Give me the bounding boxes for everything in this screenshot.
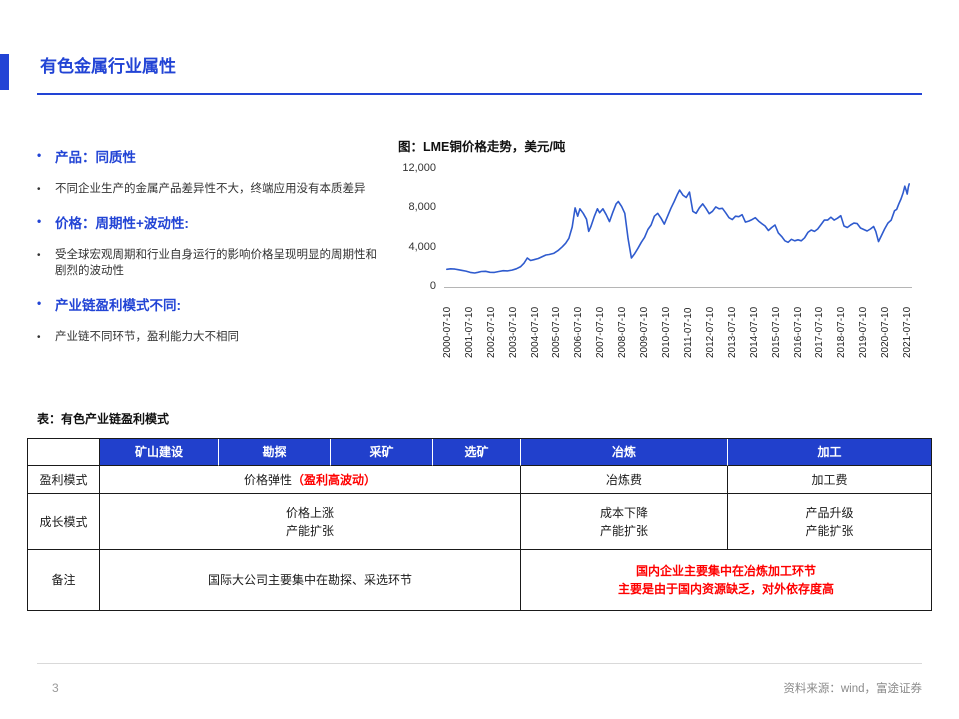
bullet-text: 价格：周期性+波动性:	[55, 215, 189, 231]
col-header-processing: 加工	[728, 439, 931, 466]
y-tick-label: 4,000	[408, 240, 436, 253]
profit-upstream-red-text: （盈利高波动）	[292, 472, 377, 487]
price-line-series	[445, 183, 911, 274]
bullet-item-body: • 受全球宏观周期和行业自身运行的影响价格呈现明显的周期性和剧烈的波动性	[37, 247, 387, 280]
row-label-note: 备注	[28, 550, 100, 610]
bullet-marker-icon: •	[37, 332, 41, 344]
profit-model-table: 矿山建设 勘探 采矿 选矿 冶炼 加工 盈利模式 价格弹性（盈利高波动） 冶炼费…	[27, 438, 932, 611]
y-tick-label: 0	[429, 280, 436, 292]
bullet-item-heading: • 产业链盈利模式不同:	[37, 294, 387, 314]
x-tick-label: 2011-07-10	[682, 307, 694, 358]
x-tick-label: 2012-07-10	[704, 306, 716, 358]
page-number: 3	[52, 681, 59, 695]
x-tick-label: 2019-07-10	[858, 306, 870, 358]
x-tick-label: 2013-07-10	[726, 306, 738, 358]
growth-upstream-line1: 价格上涨	[285, 505, 334, 520]
col-header-exploration: 勘探	[219, 439, 331, 466]
price-chart: 图：LME铜价格走势，美元/吨 0 4,000 8,000 12,000 2000-0…	[398, 136, 926, 372]
x-tick-label: 2009-07-10	[639, 306, 651, 358]
plot-area	[444, 169, 912, 288]
bullet-text: 不同企业生产的金属产品差异性不大，终端应用没有本质差异	[55, 183, 366, 195]
x-tick-label: 2020-07-10	[880, 306, 892, 358]
x-tick-label: 2017-07-10	[814, 306, 826, 358]
bullet-list: • 产品：同质性 • 不同企业生产的金属产品差异性不大，终端应用没有本质差异 • 价格：周…	[37, 138, 387, 360]
bullet-marker-icon: •	[37, 184, 41, 195]
x-tick-label: 2010-07-10	[661, 306, 673, 358]
col-header-beneficiation: 选矿	[433, 439, 521, 466]
y-tick-label: 8,000	[408, 201, 436, 214]
note-downstream-cell: 国内企业主要集中在冶炼加工环节 主要是由于国内资源缺乏，对外依存度高	[521, 550, 931, 610]
growth-upstream-cell: 价格上涨 产能扩张	[100, 494, 521, 550]
bullet-item-heading: • 产品：同质性	[37, 146, 387, 166]
x-tick-label: 2021-07-10	[902, 306, 914, 358]
note-downstream-line1: 国内企业主要集中在冶炼加工环节	[635, 564, 816, 578]
bullet-text: 产业链不同环节，盈利能力大不相同	[55, 331, 239, 344]
x-tick-label: 2015-07-10	[770, 306, 782, 358]
y-axis-labels: 0 4,000 8,000 12,000	[398, 162, 444, 292]
bullet-marker-icon: •	[37, 296, 42, 311]
chart-title: 图：LME铜价格走势，美元/吨	[398, 140, 566, 154]
bullet-text: 产品：同质性	[55, 150, 136, 165]
source-note: 资料来源：wind，富途证券	[783, 683, 922, 695]
bullet-marker-icon: •	[37, 249, 41, 261]
growth-smelting-cell: 成本下降 产能扩张	[521, 494, 728, 550]
line-chart-svg	[445, 183, 911, 274]
profit-upstream-text: 价格弹性	[243, 472, 292, 487]
growth-processing-line1: 产品升级	[805, 505, 854, 520]
x-tick-label: 2016-07-10	[792, 306, 804, 358]
growth-smelting-line1: 成本下降	[599, 505, 648, 520]
footer-divider	[37, 663, 922, 664]
plot-wrap: 2000-07-10 2001-07-10 2002-07-10 2003-07-10…	[441, 169, 914, 372]
table-caption: 表：有色产业链盈利模式	[37, 412, 170, 426]
x-tick-label: 2004-07-10	[529, 306, 541, 358]
x-tick-label: 2003-07-10	[507, 306, 519, 358]
bullet-item-heading: • 价格：周期性+波动性:	[37, 212, 387, 232]
profit-processing-cell: 加工费	[728, 466, 931, 494]
note-upstream-cell: 国际大公司主要集中在勘探、采选环节	[100, 550, 521, 610]
page-title: 有色金属行业属性	[40, 57, 176, 76]
chart-body: 0 4,000 8,000 12,000 2000-07-10 2001-07-10 20…	[398, 162, 926, 372]
profit-upstream-cell: 价格弹性（盈利高波动）	[100, 466, 521, 494]
note-downstream-line2: 主要是由于国内资源缺乏，对外依存度高	[617, 582, 834, 596]
x-tick-label: 2001-07-10	[463, 306, 475, 358]
row-label-profit-model: 盈利模式	[28, 466, 100, 494]
growth-processing-cell: 产品升级 产能扩张	[728, 494, 931, 550]
growth-processing-line2: 产能扩张	[805, 523, 854, 538]
table-row-growth-model: 成长模式 价格上涨 产能扩张 成本下降 产能扩张 产品升级 产能扩张	[28, 494, 931, 550]
profit-smelting-cell: 冶炼费	[521, 466, 728, 494]
row-label-growth-model: 成长模式	[28, 494, 100, 550]
x-tick-label: 2005-07-10	[551, 306, 563, 358]
growth-smelting-line2: 产能扩张	[599, 523, 648, 538]
col-header-mining: 采矿	[331, 439, 433, 466]
table-row-profit-model: 盈利模式 价格弹性（盈利高波动） 冶炼费 加工费	[28, 466, 931, 494]
x-tick-label: 2014-07-10	[748, 306, 760, 358]
col-header-mine-construction: 矿山建设	[100, 439, 219, 466]
title-accent-bar	[0, 54, 9, 90]
bullet-text: 受全球宏观周期和行业自身运行的影响价格呈现明显的周期性和剧烈的波动性	[55, 248, 377, 278]
x-tick-label: 2007-07-10	[595, 306, 607, 358]
col-header-smelting: 冶炼	[521, 439, 728, 466]
bullet-item-body: • 产业链不同环节，盈利能力大不相同	[37, 329, 387, 346]
bullet-marker-icon: •	[37, 148, 42, 162]
x-tick-label: 2002-07-10	[485, 306, 497, 358]
bullet-item-body: • 不同企业生产的金属产品差异性不大，终端应用没有本质差异	[37, 181, 387, 198]
x-axis-labels: 2000-07-10 2001-07-10 2002-07-10 2003-07-10…	[441, 288, 914, 372]
bullet-text: 产业链盈利模式不同:	[55, 298, 181, 314]
table-header-row: 矿山建设 勘探 采矿 选矿 冶炼 加工	[28, 439, 931, 466]
x-tick-label: 2008-07-10	[617, 306, 629, 358]
x-tick-label: 2018-07-10	[836, 306, 848, 358]
growth-upstream-line2: 产能扩张	[285, 523, 334, 538]
table-row-note: 备注 国际大公司主要集中在勘探、采选环节 国内企业主要集中在冶炼加工环节 主要是…	[28, 550, 931, 610]
title-underline	[37, 93, 922, 95]
y-tick-label: 12,000	[402, 162, 436, 174]
x-tick-label: 2006-07-10	[573, 306, 585, 358]
table-corner-cell	[28, 439, 100, 466]
x-tick-label: 2000-07-10	[441, 306, 453, 358]
bullet-marker-icon: •	[37, 213, 42, 228]
